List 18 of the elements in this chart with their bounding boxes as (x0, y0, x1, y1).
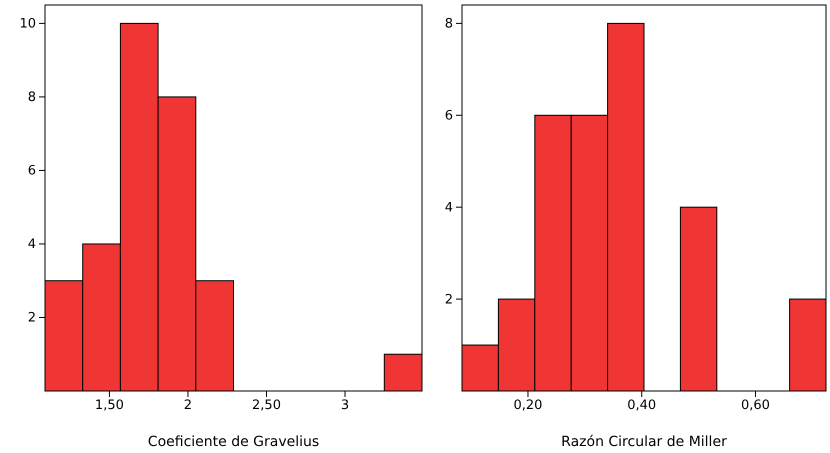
y-tick-label: 2 (28, 310, 36, 326)
x-tick-label: 2,50 (252, 398, 281, 414)
x-tick-label: 2 (184, 398, 192, 414)
y-tick-label: 4 (444, 200, 453, 216)
y-tick-label: 6 (28, 164, 36, 179)
y-tick-label: 10 (19, 16, 36, 32)
x-tick-label: 1,50 (94, 398, 124, 414)
x-tick-label: 0,20 (514, 398, 542, 414)
x-tick-label: 0,60 (741, 398, 770, 414)
x-tick-label: 0,40 (627, 398, 656, 414)
x-axis-title: Razón Circular de Miller (561, 434, 728, 450)
x-axis-title: Coeficiente de Gravelius (148, 434, 320, 450)
y-tick-label: 8 (444, 16, 453, 32)
y-tick-label: 8 (28, 90, 36, 106)
y-tick-label: 4 (28, 237, 36, 252)
y-tick-label: 6 (444, 108, 453, 124)
y-tick-label: 2 (444, 292, 453, 308)
x-tick-label: 3 (340, 398, 350, 414)
